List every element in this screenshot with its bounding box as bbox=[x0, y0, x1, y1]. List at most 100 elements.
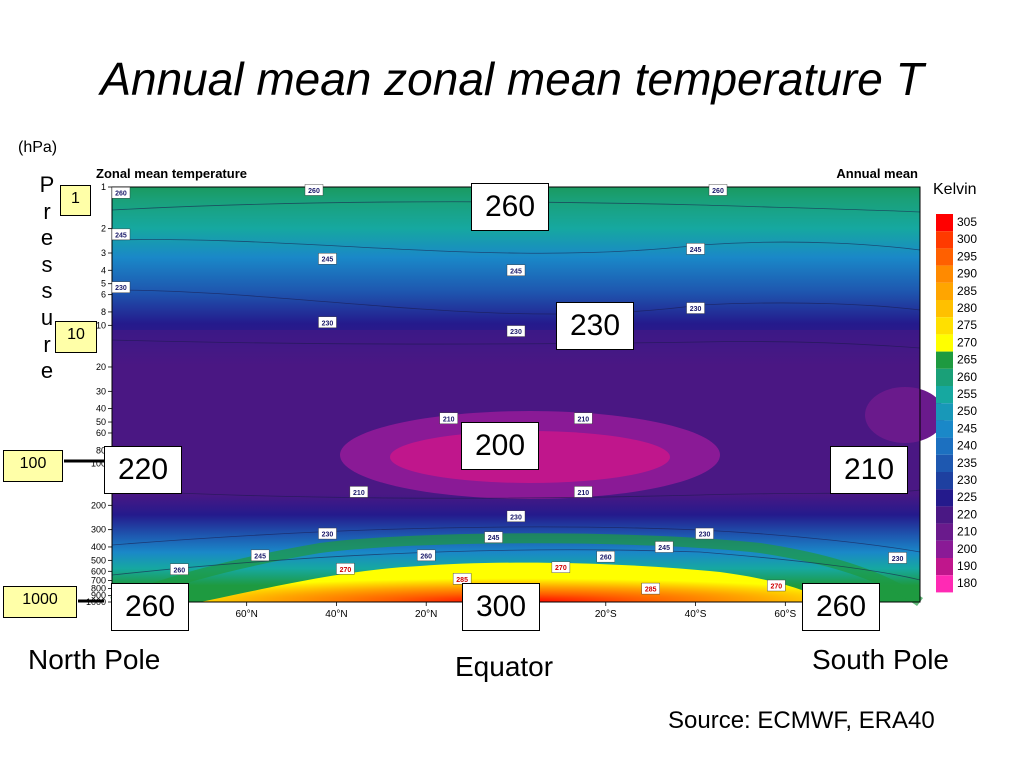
y-tick-label: 400 bbox=[91, 542, 106, 552]
y-tick-label: 40 bbox=[96, 404, 106, 414]
colorbar-swatch bbox=[936, 420, 953, 438]
svg-text:230: 230 bbox=[892, 556, 904, 563]
colorbar-swatch bbox=[936, 214, 953, 232]
callout-260-top: 260 bbox=[471, 183, 549, 231]
colorbar-level-label: 245 bbox=[957, 421, 977, 435]
svg-text:285: 285 bbox=[645, 587, 657, 594]
colorbar-unit: Kelvin bbox=[933, 181, 977, 198]
colorbar-swatch bbox=[936, 231, 953, 249]
colorbar-swatch bbox=[936, 472, 953, 490]
y-tick-label: 300 bbox=[91, 525, 106, 535]
colorbar-swatch bbox=[936, 317, 953, 335]
colorbar-swatch bbox=[936, 282, 953, 300]
svg-text:260: 260 bbox=[173, 567, 185, 574]
pressure-unit: (hPa) bbox=[18, 139, 58, 156]
svg-text:210: 210 bbox=[577, 416, 589, 423]
y-tick-label: 20 bbox=[96, 362, 106, 372]
warm-dome bbox=[200, 562, 830, 602]
colorbar-level-label: 250 bbox=[957, 404, 977, 418]
svg-text:230: 230 bbox=[510, 514, 522, 521]
contour-label: 230 bbox=[506, 325, 526, 337]
pressure-box-10: 10 bbox=[55, 321, 97, 353]
contour-label: 230 bbox=[506, 510, 526, 522]
pressure-box-1000: 1000 bbox=[3, 586, 77, 618]
callout-230: 230 bbox=[556, 302, 634, 350]
colorbar-level-label: 230 bbox=[957, 473, 977, 487]
svg-text:230: 230 bbox=[322, 320, 334, 327]
svg-text:245: 245 bbox=[510, 268, 522, 275]
pressure-box-1: 1 bbox=[60, 185, 91, 216]
y-tick-label: 4 bbox=[101, 265, 106, 275]
contour-label: 270 bbox=[336, 563, 355, 575]
y-tick-label: 800 bbox=[91, 584, 106, 594]
contour-labels: 260 260 260 245 245 245 245 230 230 230 230 210 210 2… bbox=[111, 184, 907, 595]
pressure-letter: e bbox=[40, 225, 54, 251]
colorbar-swatch bbox=[936, 506, 953, 524]
svg-text:260: 260 bbox=[712, 188, 724, 195]
y-tick-label: 6 bbox=[101, 290, 106, 300]
colorbar-level-label: 305 bbox=[957, 215, 977, 229]
pressure-letter: r bbox=[43, 331, 51, 357]
pressure-letter: r bbox=[43, 198, 51, 224]
svg-text:230: 230 bbox=[115, 285, 127, 292]
contour-label: 245 bbox=[654, 541, 674, 553]
y-tick-label: 700 bbox=[91, 576, 106, 586]
contour-label: 210 bbox=[574, 412, 593, 425]
colorbar: 305 300 295 290 285 280 275 270 265 260 255 250 245 2… bbox=[936, 214, 977, 593]
svg-text:230: 230 bbox=[510, 329, 522, 336]
colorbar-level-label: 225 bbox=[957, 490, 977, 504]
svg-text:230: 230 bbox=[690, 306, 702, 313]
svg-text:245: 245 bbox=[488, 535, 500, 542]
contour-label: 230 bbox=[318, 316, 337, 328]
colorbar-level-label: 180 bbox=[957, 576, 977, 590]
contour-label: 210 bbox=[439, 412, 458, 425]
contour-label: 210 bbox=[574, 486, 593, 498]
colorbar-swatch bbox=[936, 437, 953, 455]
contour-label: 230 bbox=[695, 527, 714, 540]
colorbar-level-label: 190 bbox=[957, 559, 977, 573]
pressure-letter: P bbox=[39, 172, 55, 197]
contour-label: 245 bbox=[111, 228, 131, 241]
contour-label: 245 bbox=[506, 264, 526, 276]
svg-text:245: 245 bbox=[115, 232, 127, 239]
callout-210: 210 bbox=[830, 446, 908, 494]
colorbar-swatch bbox=[936, 368, 953, 386]
colorbar-level-label: 285 bbox=[957, 284, 977, 298]
y-tick-label: 50 bbox=[96, 417, 106, 427]
contour-label: 260 bbox=[170, 563, 189, 575]
equator-label: Equator bbox=[455, 651, 554, 682]
colorbar-swatch bbox=[936, 575, 953, 593]
south-polar-cold bbox=[865, 387, 945, 443]
pressure-letter: u bbox=[40, 304, 54, 330]
colorbar-swatch bbox=[936, 558, 953, 576]
colorbar-level-label: 290 bbox=[957, 267, 977, 281]
svg-text:230: 230 bbox=[699, 532, 711, 539]
contour-label: 245 bbox=[318, 253, 337, 265]
colorbar-swatch bbox=[936, 248, 953, 266]
y-tick-label: 3 bbox=[101, 248, 106, 258]
pressure-box-100: 100 bbox=[3, 450, 63, 482]
contour-label: 245 bbox=[686, 243, 705, 255]
colorbar-swatch bbox=[936, 386, 953, 404]
y-tick-label: 5 bbox=[101, 279, 106, 289]
y-tick-label: 600 bbox=[91, 566, 106, 576]
colorbar-level-label: 275 bbox=[957, 318, 977, 332]
colorbar-swatch bbox=[936, 334, 953, 352]
cold-band bbox=[112, 330, 920, 470]
y-tick-label: 100 bbox=[91, 459, 106, 469]
source-label: Source: ECMWF, ERA40 bbox=[668, 707, 935, 734]
svg-text:210: 210 bbox=[353, 490, 365, 497]
contour-label: 210 bbox=[349, 486, 369, 498]
slide-title: Annual mean zonal mean temperature T bbox=[100, 53, 924, 105]
y-tick-label: 200 bbox=[91, 500, 106, 510]
y-tick-label: 500 bbox=[91, 555, 106, 565]
svg-text:285: 285 bbox=[456, 577, 468, 584]
svg-text:230: 230 bbox=[322, 532, 334, 539]
callout-300: 300 bbox=[462, 583, 540, 631]
contour-label: 245 bbox=[250, 549, 270, 562]
y-tick-label: 10 bbox=[96, 320, 106, 330]
contour-label: 270 bbox=[767, 579, 786, 592]
svg-text:245: 245 bbox=[658, 545, 670, 552]
lower-band bbox=[110, 533, 923, 607]
